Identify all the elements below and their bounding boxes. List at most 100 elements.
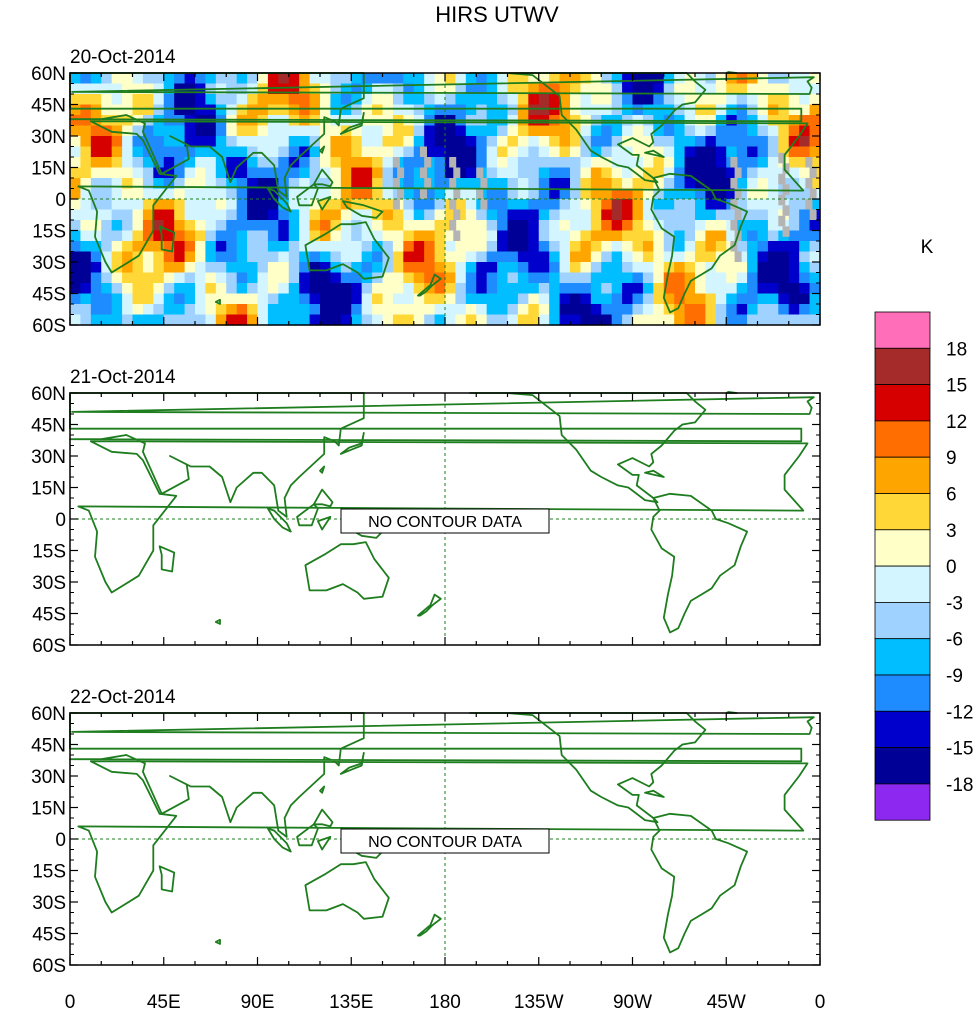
coastline bbox=[469, 712, 707, 824]
field-cell bbox=[309, 251, 321, 263]
field-cell bbox=[445, 293, 457, 305]
field-cell bbox=[799, 241, 811, 253]
field-cell bbox=[413, 293, 425, 305]
field-cell bbox=[288, 262, 300, 274]
field-cell bbox=[278, 314, 290, 326]
field-cell bbox=[632, 167, 644, 179]
field-cell bbox=[111, 241, 123, 253]
field-cell bbox=[163, 83, 175, 95]
field-cell bbox=[174, 94, 186, 106]
field-cell bbox=[330, 178, 342, 190]
field-cell bbox=[642, 199, 654, 211]
field-cell bbox=[642, 83, 654, 95]
field-cell bbox=[70, 83, 82, 95]
missing-data-cell bbox=[453, 209, 461, 220]
field-cell bbox=[799, 304, 811, 316]
field-cell bbox=[570, 304, 582, 316]
field-cell bbox=[226, 314, 238, 326]
field-cell bbox=[403, 83, 415, 95]
field-cell bbox=[674, 188, 686, 200]
field-cell bbox=[309, 73, 321, 85]
field-cell bbox=[497, 293, 509, 305]
field-cell bbox=[361, 304, 373, 316]
field-cell bbox=[705, 146, 717, 158]
lat-tick-label: 60S bbox=[32, 956, 66, 977]
field-cell bbox=[642, 167, 654, 179]
field-cell bbox=[111, 178, 123, 190]
field-cell bbox=[559, 188, 571, 200]
field-cell bbox=[361, 251, 373, 263]
field-cell bbox=[309, 220, 321, 232]
field-cell bbox=[330, 73, 342, 85]
field-cell bbox=[90, 304, 102, 316]
field-cell bbox=[278, 262, 290, 274]
field-cell bbox=[392, 104, 404, 116]
field-cell bbox=[153, 199, 165, 211]
field-cell bbox=[70, 199, 82, 211]
lat-tick-label: 45S bbox=[32, 605, 66, 626]
field-cell bbox=[590, 220, 602, 232]
field-cell bbox=[715, 146, 727, 158]
field-cell bbox=[382, 125, 394, 137]
field-cell bbox=[486, 94, 498, 106]
field-cell bbox=[695, 304, 707, 316]
field-cell bbox=[403, 136, 415, 148]
field-cell bbox=[382, 104, 394, 116]
field-cell bbox=[142, 241, 154, 253]
field-cell bbox=[434, 188, 446, 200]
field-cell bbox=[684, 178, 696, 190]
field-cell bbox=[476, 125, 488, 137]
field-cell bbox=[622, 293, 634, 305]
field-cell bbox=[611, 188, 623, 200]
field-cell bbox=[309, 272, 321, 284]
field-cell bbox=[684, 157, 696, 169]
field-cell bbox=[340, 209, 352, 221]
field-cell bbox=[778, 251, 790, 263]
field-cell bbox=[799, 157, 811, 169]
field-cell bbox=[174, 251, 186, 263]
field-cell bbox=[632, 283, 644, 295]
field-cell bbox=[403, 199, 415, 211]
field-cell bbox=[726, 94, 738, 106]
field-cell bbox=[528, 94, 540, 106]
field-cell bbox=[392, 262, 404, 274]
field-cell bbox=[799, 314, 811, 326]
field-cell bbox=[299, 293, 311, 305]
field-cell bbox=[320, 125, 332, 137]
missing-data-cell bbox=[778, 152, 786, 164]
field-cell bbox=[309, 125, 321, 137]
field-cell bbox=[215, 136, 227, 148]
field-cell bbox=[278, 230, 290, 242]
field-cell bbox=[80, 146, 92, 158]
field-cell bbox=[236, 73, 248, 85]
field-cell bbox=[611, 125, 623, 137]
field-cell bbox=[90, 146, 102, 158]
field-cell bbox=[392, 220, 404, 232]
colorbar-label: -9 bbox=[946, 666, 963, 687]
field-cell bbox=[465, 230, 477, 242]
field-cell bbox=[757, 178, 769, 190]
field-cell bbox=[236, 251, 248, 263]
field-cell bbox=[517, 230, 529, 242]
field-cell bbox=[351, 241, 363, 253]
missing-data-cell bbox=[420, 188, 427, 199]
field-cell bbox=[580, 188, 592, 200]
field-cell bbox=[122, 230, 134, 242]
colorbar-label: -18 bbox=[946, 775, 973, 796]
field-cell bbox=[247, 272, 259, 284]
field-cell bbox=[455, 241, 467, 253]
field-cell bbox=[257, 304, 269, 316]
field-cell bbox=[695, 136, 707, 148]
missing-data-cell bbox=[480, 199, 488, 210]
field-cell bbox=[132, 146, 144, 158]
field-cell bbox=[528, 251, 540, 263]
field-cell bbox=[497, 220, 509, 232]
field-cell bbox=[195, 146, 207, 158]
field-cell bbox=[653, 293, 665, 305]
coastline bbox=[339, 112, 365, 135]
colorbar-label: 3 bbox=[946, 521, 957, 542]
field-cell bbox=[142, 115, 154, 127]
field-cell bbox=[809, 115, 821, 127]
missing-data-cell bbox=[449, 157, 457, 168]
field-cell bbox=[476, 83, 488, 95]
